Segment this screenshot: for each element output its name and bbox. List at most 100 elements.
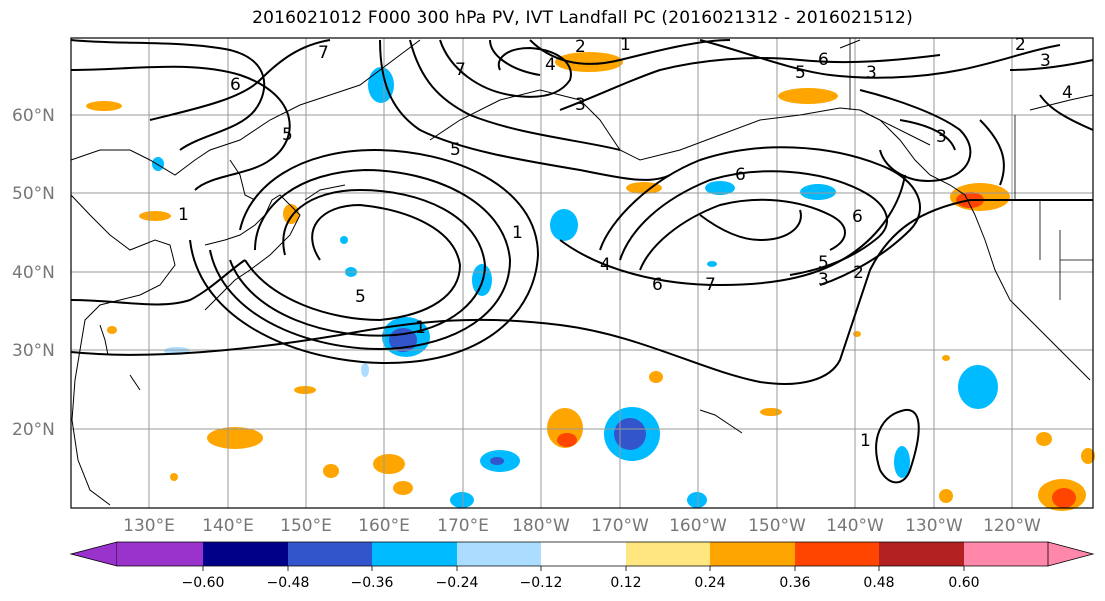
colorbar-extend-low	[69, 541, 118, 567]
contour-label: 4	[600, 255, 611, 275]
negative-patch	[894, 446, 910, 478]
colorbar-cell	[117, 542, 203, 566]
negative-patch	[705, 181, 735, 195]
contour-label: 1	[415, 318, 426, 338]
contour-line	[244, 203, 462, 322]
contour-line	[599, 146, 921, 286]
lon-label: 150°E	[280, 516, 332, 536]
contour-line	[70, 259, 246, 306]
ivt-pc-fill-layer	[86, 52, 1095, 511]
contour-label: 1	[860, 431, 871, 451]
lon-label: 140°W	[826, 516, 884, 536]
contour-line	[619, 170, 888, 276]
plot-title: 2016021012 F000 300 hPa PV, IVT Landfall…	[252, 8, 913, 28]
positive-patch	[555, 52, 623, 72]
contour-label: 5	[818, 253, 829, 273]
positive-patch	[939, 489, 953, 503]
contour-line	[639, 198, 846, 271]
negative-patch	[340, 236, 348, 244]
lon-label: 120°W	[983, 516, 1041, 536]
contour-label: 2	[575, 37, 586, 57]
contour-line	[699, 39, 1061, 79]
contour-label: 2	[1015, 35, 1026, 55]
colorbar-tick-label: 0.48	[863, 575, 894, 591]
colorbar-cell	[203, 542, 288, 566]
colorbar-tick-label: −0.24	[436, 575, 479, 591]
contour-label: 4	[1062, 83, 1073, 103]
colorbar-cell	[964, 542, 1048, 566]
negative-patch	[800, 184, 836, 200]
positive-patch	[139, 211, 171, 221]
contour-line	[189, 148, 540, 364]
contour-line	[529, 39, 731, 65]
negative-patch	[687, 492, 707, 508]
lat-label-20n: 20°N	[12, 420, 55, 440]
colorbar-tick-label: 0.24	[694, 575, 725, 591]
positive-patch	[942, 355, 950, 361]
colorbar-cell	[372, 542, 457, 566]
negative-patch	[361, 363, 369, 377]
lon-label: 160°E	[358, 516, 410, 536]
contour-line	[209, 168, 512, 350]
contour-label: 7	[705, 275, 716, 295]
contour-line	[859, 89, 972, 182]
coastlines	[70, 39, 1094, 506]
lon-label: 130°W	[905, 516, 963, 536]
negative-patch	[450, 492, 474, 508]
contour-label: 3	[575, 95, 586, 115]
colorbar-cell	[626, 542, 710, 566]
map-frame	[70, 37, 1094, 509]
colorbar-cell	[710, 542, 795, 566]
latitude-labels: 60°N 50°N 40°N 30°N 20°N	[12, 106, 55, 440]
lon-label: 140°E	[202, 516, 254, 536]
negative-patch	[490, 457, 504, 465]
contour-line	[979, 119, 1005, 186]
positive-patch	[283, 204, 299, 224]
contour-line	[899, 119, 956, 151]
contour-line	[559, 54, 941, 111]
lat-label-40n: 40°N	[12, 263, 55, 283]
lat-label-30n: 30°N	[12, 341, 55, 361]
negative-patch	[614, 418, 646, 450]
contour-line	[149, 39, 331, 121]
positive-patch	[323, 464, 339, 478]
contour-label: 3	[866, 63, 877, 83]
positive-patch	[778, 88, 838, 104]
negative-patch	[958, 365, 998, 409]
negative-patch	[550, 209, 578, 241]
contour-label: 7	[318, 43, 329, 63]
positive-patch	[626, 182, 662, 194]
lat-label-60n: 60°N	[12, 106, 55, 126]
contour-label: 6	[230, 75, 241, 95]
contour-line	[409, 39, 621, 151]
contour-label: 1	[620, 35, 631, 55]
lon-label: 180°W	[512, 516, 570, 536]
colorbar-tick-label: −0.12	[520, 575, 563, 591]
contour-label: 3	[936, 127, 947, 147]
colorbar-tick-label: −0.36	[351, 575, 394, 591]
contour-line	[439, 39, 572, 98]
colorbar-cell	[879, 542, 964, 566]
lon-label: 170°W	[591, 516, 649, 536]
colorbar-tick-label: −0.48	[267, 575, 310, 591]
contour-label: 6	[652, 275, 663, 295]
lon-label: 160°W	[669, 516, 727, 536]
colorbar-extend-high	[1047, 541, 1095, 567]
positive-patch	[1081, 448, 1095, 464]
contour-line	[70, 39, 266, 151]
graticule	[71, 38, 1093, 508]
colorbar-cell	[795, 542, 879, 566]
contour-line	[379, 39, 671, 181]
contour-label: 1	[512, 223, 523, 243]
contour-line	[70, 65, 291, 191]
lon-label: 150°W	[748, 516, 806, 536]
lat-label-50n: 50°N	[12, 184, 55, 204]
positive-patch	[760, 408, 782, 416]
contour-label: 5	[450, 140, 461, 160]
colorbar-cell	[541, 542, 626, 566]
lon-label: 170°E	[437, 516, 489, 536]
contour-line	[229, 188, 487, 337]
contour-label: 5	[795, 63, 806, 83]
contour-label: 5	[355, 287, 366, 307]
